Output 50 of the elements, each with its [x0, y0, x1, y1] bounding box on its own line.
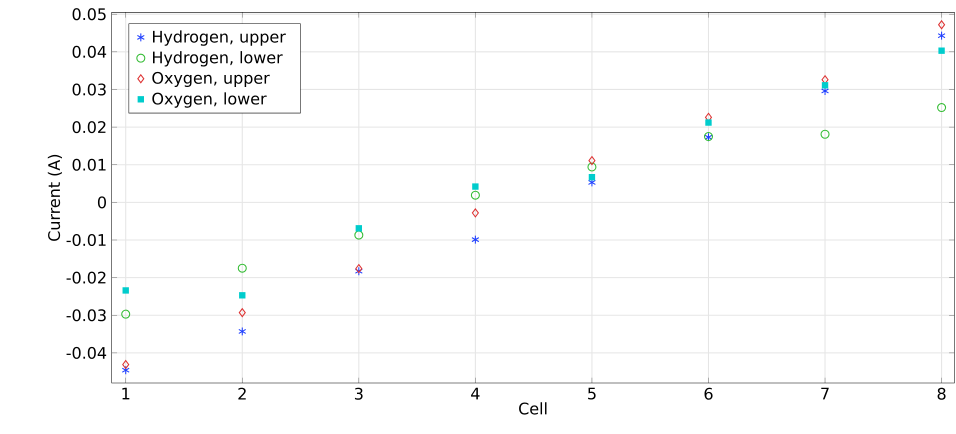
point [354, 266, 363, 276]
x-tick-label: 2 [238, 388, 246, 400]
y-tick-label: 0 [98, 196, 106, 208]
point [938, 48, 945, 54]
point [820, 130, 830, 139]
x-tick-label: 7 [821, 388, 829, 400]
point [705, 119, 712, 126]
point [238, 308, 246, 318]
x-tick-label: 1 [122, 388, 130, 400]
y-tick-label: 0.05 [72, 8, 106, 20]
point [355, 264, 362, 274]
x-tick-label: 8 [938, 388, 946, 400]
legend-label: Hydrogen, upper [153, 30, 286, 46]
point [822, 82, 828, 89]
point [472, 183, 479, 190]
y-tick-label: -0.04 [66, 346, 106, 359]
x-tick-label: 4 [471, 388, 480, 400]
point [472, 208, 479, 218]
y-tick-label: -0.02 [66, 272, 106, 284]
x-tick-label: 5 [588, 388, 596, 400]
y-tick-label: 0.01 [72, 158, 106, 171]
legend-label: Oxygen, lower [152, 92, 267, 108]
point [470, 190, 480, 200]
x-tick-label: 6 [704, 388, 713, 400]
y-tick-label: 0.02 [72, 121, 106, 134]
point [587, 162, 596, 172]
y-axis-title: Current (A) [48, 154, 62, 241]
point [122, 360, 130, 370]
point [238, 326, 246, 336]
point [122, 287, 129, 294]
point [588, 174, 596, 180]
x-axis-title: Cell [519, 402, 546, 415]
point [356, 225, 362, 232]
legend-label: Oxygen, upper [152, 72, 270, 87]
point [471, 235, 480, 244]
point [938, 20, 946, 30]
point [588, 156, 596, 166]
y-tick-label: -0.03 [66, 309, 106, 322]
point [938, 31, 946, 40]
y-tick-label: 0.04 [72, 46, 106, 58]
point [238, 264, 247, 273]
y-tick-label: 0.03 [72, 83, 106, 96]
point [354, 230, 364, 240]
point [122, 366, 130, 375]
legend-label: Hydrogen, lower [153, 51, 283, 67]
point [121, 310, 130, 319]
y-tick-label: -0.01 [66, 234, 106, 246]
x-tick-label: 3 [354, 388, 363, 400]
point [937, 103, 946, 112]
point [239, 292, 246, 299]
